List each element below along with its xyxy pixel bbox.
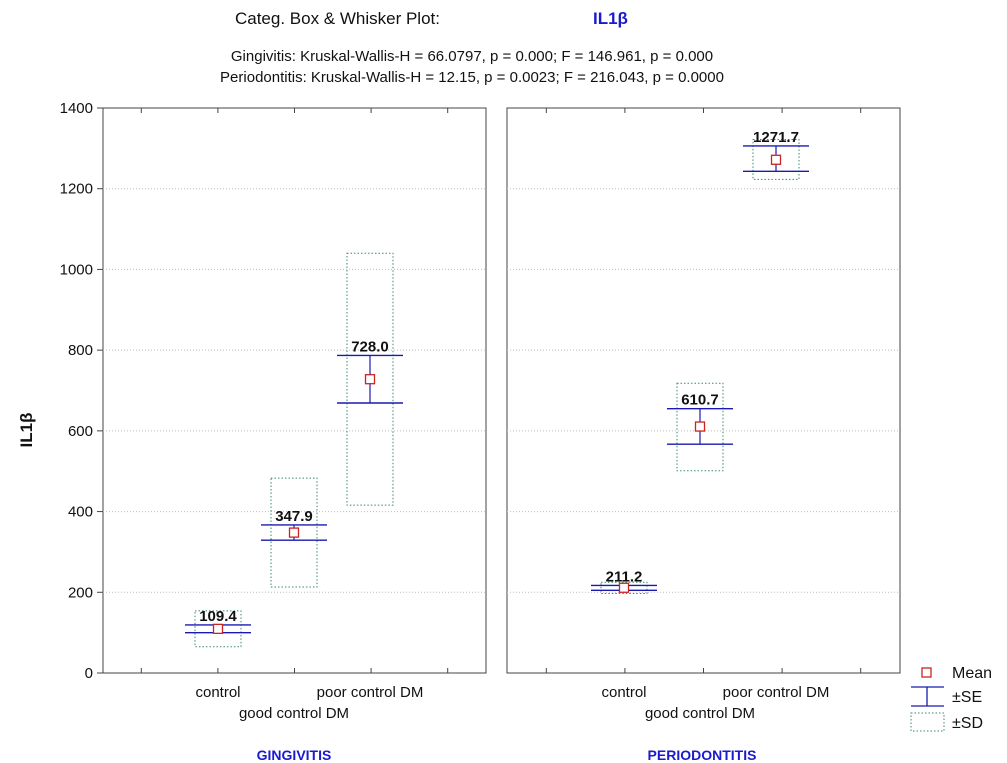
legend-mean-label: Mean (952, 665, 992, 682)
legend-sd-label: ±SD (952, 715, 983, 732)
panel-frame-periodontitis (506, 107, 901, 674)
y-axis-ticks: 0 200 400 600 800 1000 1200 1400 (60, 100, 103, 682)
y-tick-label: 0 (85, 665, 93, 682)
legend: Mean ±SE ±SD (910, 665, 992, 732)
chart-title: Categ. Box & Whisker Plot: (235, 9, 440, 28)
mean-data-label: 211.2 (606, 568, 643, 585)
sd-box (346, 252, 394, 506)
panel-label-gingivitis: GINGIVITIS (257, 747, 332, 763)
y-tick-label: 1000 (60, 261, 93, 278)
legend-sd-symbol (910, 712, 945, 732)
mean-marker (770, 154, 782, 165)
y-axis-label: IL1β (17, 413, 36, 448)
panel-label-periodontitis: PERIODONTITIS (648, 747, 757, 763)
sd-box (194, 610, 242, 648)
category-label-good-control-dm: good control DM (645, 705, 755, 722)
y-tick-label: 400 (68, 504, 93, 521)
category-label-poor-control-dm: poor control DM (723, 684, 830, 701)
sd-box (752, 138, 800, 180)
category-labels: control poor control DM good control DM con… (195, 684, 829, 722)
y-tick-label: 800 (68, 342, 93, 359)
mean-marker (212, 623, 224, 634)
category-label-good-control-dm: good control DM (239, 705, 349, 722)
mean-data-label: 1271.7 (753, 129, 799, 146)
mean-marker (288, 527, 300, 538)
mean-data-label: 610.7 (681, 392, 719, 409)
y-tick-label: 600 (68, 423, 93, 440)
y-tick-label: 200 (68, 584, 93, 601)
y-tick-label: 1200 (60, 181, 93, 198)
data-marks: 109.4 347.9 728.0 211.2 610.7 1271.7 (185, 129, 809, 648)
chart-title-variable: IL1β (593, 9, 628, 28)
mean-marker (694, 421, 706, 432)
mean-marker (364, 374, 376, 385)
grid-lines (103, 108, 900, 673)
legend-mean-symbol (921, 667, 932, 678)
legend-se-label: ±SE (952, 689, 982, 706)
category-label-control: control (195, 684, 240, 701)
category-label-control: control (601, 684, 646, 701)
gingivitis-stats: Gingivitis: Kruskal-Wallis-H = 66.0797, … (231, 48, 713, 65)
y-tick-label: 1400 (60, 100, 93, 117)
mean-marker (618, 582, 630, 593)
panel-frame-gingivitis (102, 107, 487, 674)
sd-box (600, 581, 648, 594)
mean-data-label: 109.4 (199, 608, 237, 625)
mean-data-label: 347.9 (275, 508, 313, 525)
mean-data-label: 728.0 (351, 338, 389, 355)
category-label-poor-control-dm: poor control DM (317, 684, 424, 701)
periodontitis-stats: Periodontitis: Kruskal-Wallis-H = 12.15,… (220, 69, 724, 86)
